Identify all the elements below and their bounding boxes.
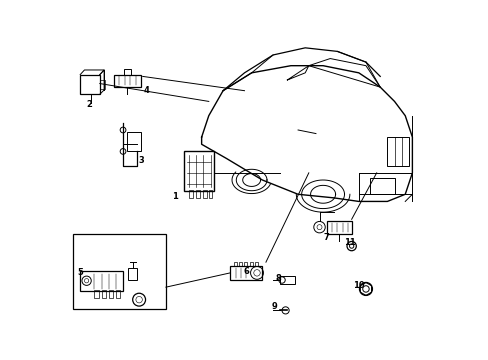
Text: 6: 6 (243, 267, 249, 276)
Text: 8: 8 (275, 274, 281, 283)
Text: 10: 10 (352, 281, 364, 290)
Bar (80, 75, 100, 94)
Bar (100, 80, 105, 89)
Bar (208, 190, 212, 198)
Bar (189, 190, 192, 198)
Bar (369, 178, 394, 194)
Bar (128, 267, 137, 280)
Bar (183, 152, 214, 191)
Bar (203, 190, 206, 198)
Bar (326, 221, 351, 234)
Text: 9: 9 (271, 302, 277, 311)
Bar (116, 290, 120, 298)
Bar (386, 137, 408, 166)
Bar (80, 271, 123, 291)
Bar (126, 132, 141, 152)
Bar (249, 262, 252, 266)
Bar (73, 234, 165, 309)
Bar (108, 290, 113, 298)
Bar (280, 276, 294, 284)
Text: 1: 1 (172, 192, 178, 201)
Bar (255, 262, 258, 266)
Text: 4: 4 (143, 86, 149, 95)
Text: 3: 3 (138, 156, 143, 165)
Bar (230, 266, 262, 280)
Text: 2: 2 (86, 100, 92, 109)
Text: 5: 5 (77, 268, 83, 277)
Text: 7: 7 (323, 233, 329, 242)
Bar (244, 262, 247, 266)
Bar (114, 75, 141, 87)
Text: 11: 11 (343, 238, 355, 247)
Bar (196, 190, 200, 198)
Bar (124, 69, 131, 75)
Bar (233, 262, 236, 266)
Bar (239, 262, 242, 266)
Bar (94, 290, 99, 298)
Bar (102, 290, 106, 298)
